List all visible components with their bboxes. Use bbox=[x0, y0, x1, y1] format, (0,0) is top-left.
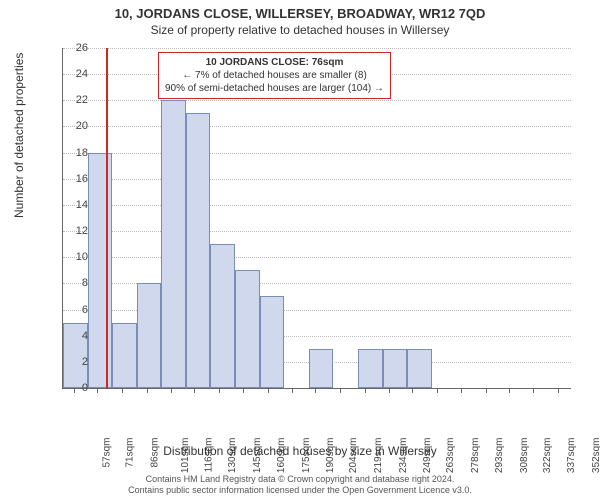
x-tick bbox=[533, 388, 534, 393]
y-tick-label: 16 bbox=[64, 173, 88, 185]
histogram-bar bbox=[210, 244, 235, 388]
x-tick-label: 145sqm bbox=[252, 438, 263, 474]
x-tick bbox=[268, 388, 269, 393]
chart-title: 10, JORDANS CLOSE, WILLERSEY, BROADWAY, … bbox=[0, 0, 600, 21]
x-tick-label: 293sqm bbox=[494, 438, 505, 474]
y-tick-label: 0 bbox=[64, 382, 88, 394]
x-tick bbox=[243, 388, 244, 393]
y-tick-label: 10 bbox=[64, 251, 88, 263]
histogram-bar bbox=[383, 349, 408, 388]
y-tick-label: 18 bbox=[64, 147, 88, 159]
gridline bbox=[63, 179, 571, 180]
gridline bbox=[63, 205, 571, 206]
x-tick-label: 175sqm bbox=[301, 438, 312, 474]
x-tick bbox=[486, 388, 487, 393]
y-tick-label: 6 bbox=[64, 304, 88, 316]
x-tick-label: 116sqm bbox=[203, 438, 214, 473]
footer-line-2: Contains public sector information licen… bbox=[0, 485, 600, 496]
x-tick bbox=[389, 388, 390, 393]
x-tick bbox=[194, 388, 195, 393]
x-tick-label: 190sqm bbox=[325, 438, 336, 474]
y-tick-label: 22 bbox=[64, 94, 88, 106]
histogram-bar bbox=[161, 100, 186, 388]
x-tick-label: 352sqm bbox=[591, 438, 600, 474]
chart-subtitle: Size of property relative to detached ho… bbox=[0, 21, 600, 37]
x-tick bbox=[219, 388, 220, 393]
y-tick-label: 26 bbox=[64, 42, 88, 54]
y-tick-label: 2 bbox=[64, 356, 88, 368]
x-tick-label: 160sqm bbox=[276, 438, 287, 474]
x-tick bbox=[292, 388, 293, 393]
x-tick bbox=[509, 388, 510, 393]
reference-line bbox=[106, 48, 108, 388]
x-tick bbox=[437, 388, 438, 393]
histogram-bar bbox=[260, 296, 285, 388]
histogram-bar bbox=[309, 349, 334, 388]
x-tick-label: 249sqm bbox=[422, 438, 433, 474]
x-tick-label: 204sqm bbox=[348, 438, 359, 474]
x-tick bbox=[340, 388, 341, 393]
callout-box: 10 JORDANS CLOSE: 76sqm← 7% of detached … bbox=[158, 52, 391, 99]
x-tick-label: 234sqm bbox=[398, 438, 409, 474]
gridline bbox=[63, 48, 571, 49]
x-tick-label: 278sqm bbox=[470, 438, 481, 474]
gridline bbox=[63, 231, 571, 232]
gridline bbox=[63, 153, 571, 154]
gridline bbox=[63, 126, 571, 127]
x-tick-label: 71sqm bbox=[125, 438, 136, 468]
x-tick-label: 57sqm bbox=[102, 438, 113, 468]
x-tick-label: 86sqm bbox=[150, 438, 161, 468]
x-tick-label: 322sqm bbox=[542, 438, 553, 474]
histogram-bar bbox=[235, 270, 260, 388]
x-tick bbox=[97, 388, 98, 393]
gridline bbox=[63, 100, 571, 101]
x-tick-label: 263sqm bbox=[445, 438, 456, 474]
y-tick-label: 12 bbox=[64, 225, 88, 237]
x-tick-label: 308sqm bbox=[519, 438, 530, 474]
x-tick bbox=[558, 388, 559, 393]
histogram-bar bbox=[186, 113, 211, 388]
x-tick bbox=[122, 388, 123, 393]
x-axis-label: Distribution of detached houses by size … bbox=[0, 444, 600, 458]
callout-line: 10 JORDANS CLOSE: 76sqm bbox=[165, 56, 384, 69]
x-tick bbox=[412, 388, 413, 393]
footer-attribution: Contains HM Land Registry data © Crown c… bbox=[0, 474, 600, 496]
histogram-bar bbox=[358, 349, 383, 388]
footer-line-1: Contains HM Land Registry data © Crown c… bbox=[0, 474, 600, 485]
chart-container: 10, JORDANS CLOSE, WILLERSEY, BROADWAY, … bbox=[0, 0, 600, 500]
callout-line: 90% of semi-detached houses are larger (… bbox=[165, 82, 384, 95]
gridline bbox=[63, 257, 571, 258]
x-tick-label: 130sqm bbox=[227, 438, 238, 474]
x-tick-label: 337sqm bbox=[566, 438, 577, 474]
histogram-bar bbox=[112, 323, 137, 388]
y-tick-label: 14 bbox=[64, 199, 88, 211]
x-tick-label: 219sqm bbox=[373, 438, 384, 474]
y-tick-label: 4 bbox=[64, 330, 88, 342]
plot-area: 10 JORDANS CLOSE: 76sqm← 7% of detached … bbox=[62, 48, 571, 389]
y-axis-label: Number of detached properties bbox=[12, 53, 26, 218]
x-tick bbox=[365, 388, 366, 393]
x-tick-label: 101sqm bbox=[180, 438, 191, 474]
histogram-bar bbox=[407, 349, 432, 388]
histogram-bar bbox=[137, 283, 162, 388]
x-tick bbox=[461, 388, 462, 393]
x-tick bbox=[171, 388, 172, 393]
y-tick-label: 24 bbox=[64, 68, 88, 80]
histogram-bar bbox=[88, 153, 113, 388]
y-tick-label: 20 bbox=[64, 120, 88, 132]
x-tick bbox=[147, 388, 148, 393]
y-tick-label: 8 bbox=[64, 277, 88, 289]
callout-line: ← 7% of detached houses are smaller (8) bbox=[165, 69, 384, 82]
x-tick bbox=[315, 388, 316, 393]
